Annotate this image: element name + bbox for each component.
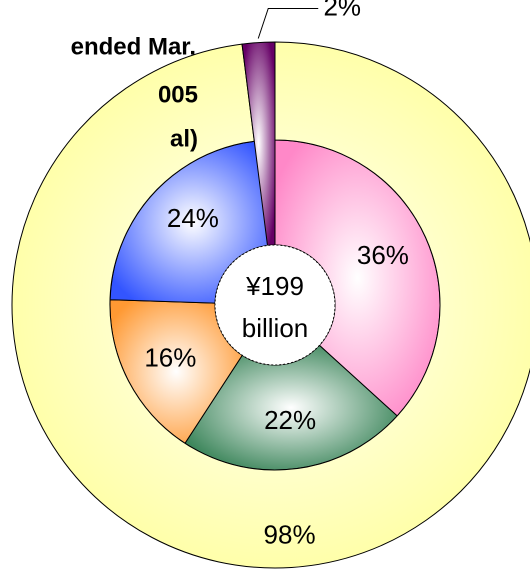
chart-title: al)	[170, 125, 198, 152]
data-label: 36%	[357, 240, 409, 270]
center-label: ¥199	[245, 271, 304, 301]
leader-line	[257, 8, 319, 39]
data-label: 24%	[167, 203, 219, 233]
center-label: billion	[242, 313, 309, 343]
data-label: 98%	[264, 519, 316, 549]
data-label: 2%	[323, 0, 361, 21]
center-hole	[214, 244, 336, 366]
slice	[11, 41, 530, 569]
chart-title: 005	[158, 81, 198, 108]
rings	[11, 41, 530, 569]
chart-title: ended Mar.	[71, 33, 196, 60]
data-label: 22%	[264, 405, 316, 435]
data-label: 16%	[144, 342, 196, 372]
